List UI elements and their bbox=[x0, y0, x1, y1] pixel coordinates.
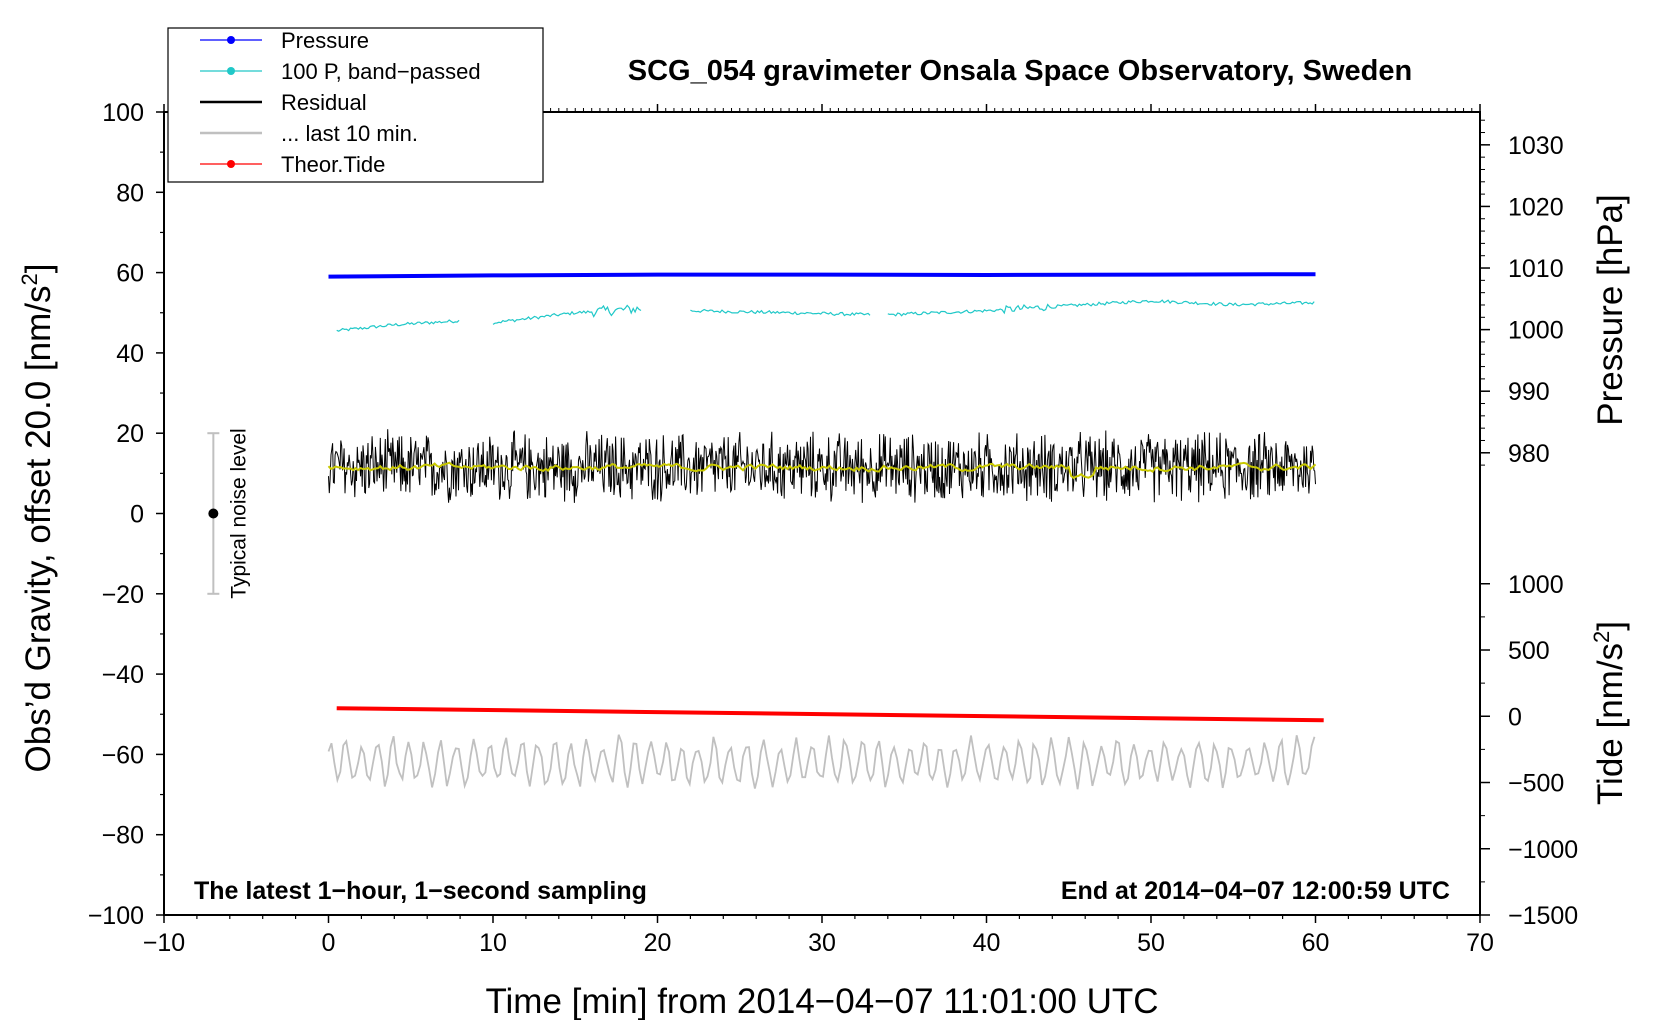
tide-axis-label: Tide [nm/s2] bbox=[1589, 621, 1630, 805]
y-axis-label: Obs’d Gravity, offset 20.0 [nm/s2] bbox=[17, 264, 58, 773]
y-tick-label: −40 bbox=[102, 661, 144, 689]
noise-bar-label: Typical noise level bbox=[227, 428, 250, 598]
x-tick-label: −10 bbox=[143, 929, 185, 957]
noise-bar: Typical noise level bbox=[207, 428, 250, 599]
bandpassed-pressure-line bbox=[690, 308, 871, 317]
axes-layer: −10 0 10 20 30 40 50 60 70100806040200−20−40−60−… bbox=[88, 99, 1579, 957]
y-tick-label: −20 bbox=[102, 581, 144, 609]
legend: Pressure 100 P, band−passed Residual ... la… bbox=[167, 27, 544, 183]
pressure-tick-label: 1010 bbox=[1508, 255, 1564, 283]
tide-tick-label: −500 bbox=[1508, 770, 1564, 798]
annotation-sampling: The latest 1−hour, 1−second sampling bbox=[194, 877, 647, 905]
theor-tide-line bbox=[336, 706, 1324, 723]
pressure-tick-label: 980 bbox=[1508, 440, 1550, 468]
tide-tick-label: −1000 bbox=[1508, 836, 1578, 864]
pressure-tick-label: 1020 bbox=[1508, 193, 1564, 221]
x-tick-label: 50 bbox=[1137, 929, 1165, 957]
pressure-axis-label: Pressure [hPa] bbox=[1591, 194, 1630, 426]
y-tick-label: 60 bbox=[116, 260, 144, 288]
bandpassed-pressure-line bbox=[887, 299, 1315, 317]
x-tick-label: 0 bbox=[322, 929, 336, 957]
legend-label: ... last 10 min. bbox=[281, 121, 418, 146]
legend-box bbox=[167, 27, 544, 183]
series-layer bbox=[327, 272, 1324, 790]
x-tick-label: 20 bbox=[644, 929, 672, 957]
plot-frame bbox=[163, 111, 1481, 916]
x-tick-label: 70 bbox=[1466, 929, 1494, 957]
x-axis-label: Time [min] from 2014−04−07 11:01:00 UTC bbox=[485, 982, 1158, 1020]
residual-smoothed-line bbox=[327, 461, 1317, 480]
tide-tick-label: −1500 bbox=[1508, 902, 1578, 930]
tide-tick-label: 500 bbox=[1508, 637, 1550, 665]
bandpassed-pressure-line bbox=[336, 319, 460, 332]
x-tick-label: 10 bbox=[479, 929, 507, 957]
x-tick-label: 60 bbox=[1302, 929, 1330, 957]
y-tick-label: −80 bbox=[102, 822, 144, 850]
y-tick-label: −100 bbox=[88, 902, 144, 930]
legend-label: 100 P, band−passed bbox=[281, 59, 481, 84]
legend-marker bbox=[227, 160, 235, 168]
x-tick-label: 40 bbox=[973, 929, 1001, 957]
annotation-end-time: End at 2014−04−07 12:00:59 UTC bbox=[1061, 877, 1450, 905]
legend-items: Pressure 100 P, band−passed Residual ... la… bbox=[200, 28, 481, 177]
legend-label: Theor.Tide bbox=[281, 152, 385, 177]
residual-line bbox=[328, 429, 1316, 503]
legend-marker bbox=[227, 67, 235, 75]
pressure-tick-label: 1030 bbox=[1508, 132, 1564, 160]
y-tick-label: 40 bbox=[116, 340, 144, 368]
noise-bar-center-dot bbox=[208, 508, 219, 519]
legend-marker bbox=[227, 36, 235, 44]
pressure-tick-label: 990 bbox=[1508, 378, 1550, 406]
y-tick-label: 0 bbox=[130, 501, 144, 529]
tide-tick-label: 0 bbox=[1508, 703, 1522, 731]
y-tick-label: 100 bbox=[102, 99, 144, 127]
y-tick-label: 20 bbox=[116, 420, 144, 448]
legend-label: Residual bbox=[281, 90, 367, 115]
pressure-tick-label: 1000 bbox=[1508, 317, 1564, 345]
chart-title: SCG_054 gravimeter Onsala Space Observat… bbox=[628, 55, 1412, 87]
x-tick-label: 30 bbox=[808, 929, 836, 957]
y-tick-label: 80 bbox=[116, 179, 144, 207]
pressure-line bbox=[328, 272, 1316, 279]
bandpassed-pressure-line bbox=[492, 304, 642, 325]
legend-label: Pressure bbox=[281, 28, 369, 53]
y-tick-label: −60 bbox=[102, 741, 144, 769]
tide-tick-label: 1000 bbox=[1508, 571, 1564, 599]
last-10-min-line bbox=[327, 734, 1316, 790]
